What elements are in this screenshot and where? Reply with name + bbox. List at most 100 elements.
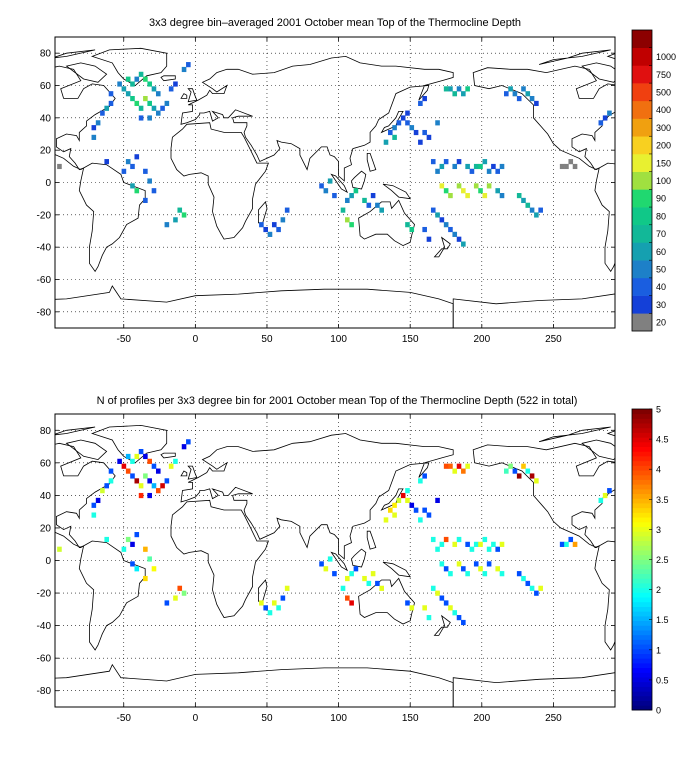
data-cell — [461, 188, 466, 194]
coastline-outline — [90, 424, 168, 464]
data-cell — [409, 502, 415, 508]
data-cell — [478, 541, 483, 547]
coastline-outline — [687, 123, 696, 239]
y-tick-label: -40 — [37, 621, 52, 632]
y-tick-label: 20 — [40, 146, 52, 157]
coastline-outline — [382, 183, 412, 200]
data-cell — [572, 163, 578, 170]
data-cell — [559, 163, 565, 170]
data-cell — [443, 536, 449, 543]
x-tick-label: 200 — [473, 334, 490, 345]
data-cell — [370, 193, 376, 199]
data-cell — [443, 566, 449, 572]
colorbar-gradient-step — [632, 611, 652, 617]
data-cell — [186, 439, 191, 445]
colorbar-gradient-step — [632, 672, 652, 678]
data-cell — [147, 100, 152, 107]
colorbar-swatch — [632, 224, 652, 243]
data-cell — [422, 226, 427, 233]
data-cell — [473, 561, 479, 567]
coastline-outline — [180, 433, 454, 560]
data-cell — [319, 183, 324, 189]
data-cell — [104, 536, 110, 543]
colorbar-gradient-step — [632, 658, 652, 664]
data-cell — [525, 202, 531, 208]
data-cell — [448, 226, 453, 233]
data-cell — [323, 566, 329, 572]
data-cell — [598, 120, 604, 126]
data-cell — [435, 212, 440, 218]
colorbar-tick-label: 100 — [656, 176, 671, 186]
data-cell — [164, 222, 170, 228]
colorbar-gradient-step — [632, 446, 652, 452]
data-cell — [482, 159, 488, 165]
colorbar-swatch — [632, 277, 652, 296]
coastline-outline — [452, 293, 615, 328]
data-cell — [482, 536, 488, 543]
data-cell — [284, 585, 290, 591]
colorbar-gradient-step — [632, 512, 652, 518]
data-cell — [108, 100, 114, 107]
colorbar-gradient-step — [632, 615, 652, 622]
data-cell — [392, 502, 397, 508]
colorbar-gradient-step — [632, 644, 652, 650]
data-cell — [186, 62, 191, 68]
colorbar-gradient-step — [632, 456, 652, 462]
data-cell — [134, 76, 140, 82]
data-cell — [396, 120, 402, 126]
data-cell — [418, 100, 423, 107]
data-cell — [409, 125, 415, 131]
colorbar-gradient-step — [632, 550, 652, 556]
data-cell — [259, 600, 264, 606]
colorbar-gradient-step — [632, 686, 652, 692]
data-cell — [138, 71, 144, 77]
data-cell — [387, 129, 393, 136]
data-cell — [276, 226, 281, 233]
colorbar-gradient-step — [632, 677, 652, 683]
data-cell — [495, 546, 501, 552]
coastline-outline — [187, 465, 198, 480]
data-cell — [91, 512, 97, 518]
colorbar-gradient-step — [632, 451, 652, 457]
y-tick-label: -40 — [37, 243, 52, 254]
data-cell — [151, 566, 157, 572]
y-tick-label: -20 — [37, 210, 52, 221]
data-cell — [443, 463, 449, 469]
colorbar-gradient-step — [632, 587, 652, 593]
coastline-outline — [90, 47, 168, 86]
data-cell — [482, 571, 488, 577]
data-cell — [400, 115, 406, 121]
colorbar-gradient-step — [632, 465, 652, 471]
colorbar-tick-label: 20 — [656, 318, 666, 328]
data-cell — [91, 134, 97, 140]
colorbar-tick-label: 300 — [656, 123, 671, 133]
data-cell — [473, 541, 479, 547]
data-cell — [430, 585, 436, 591]
x-tick-label: 100 — [330, 713, 347, 724]
data-cell — [572, 541, 578, 547]
map-top-x-ticks: -50 0 50 100 150 200 250 — [117, 37, 562, 345]
colorbar-gradient-step — [632, 691, 652, 697]
colorbar-gradient-step — [632, 517, 652, 523]
data-cell — [430, 159, 436, 165]
data-cell — [332, 193, 337, 199]
data-cell — [267, 231, 273, 237]
colorbar-gradient-step — [632, 535, 652, 542]
colorbar-gradient-step — [632, 460, 652, 466]
coastline-outline — [160, 452, 176, 459]
colorbar-gradient-step — [632, 526, 652, 532]
data-cell — [422, 96, 427, 102]
data-cell — [534, 478, 539, 484]
data-cell — [134, 566, 140, 572]
coastline-outline — [581, 439, 615, 461]
data-cell — [499, 571, 505, 577]
data-cell — [143, 76, 148, 82]
coastline-outline — [382, 561, 412, 578]
data-cell — [452, 163, 458, 170]
coastline-outline — [687, 500, 696, 617]
data-cell — [95, 497, 101, 504]
data-cell — [353, 188, 359, 194]
coastline-outline — [677, 453, 691, 458]
data-cell — [499, 163, 505, 170]
data-cell — [435, 590, 440, 596]
